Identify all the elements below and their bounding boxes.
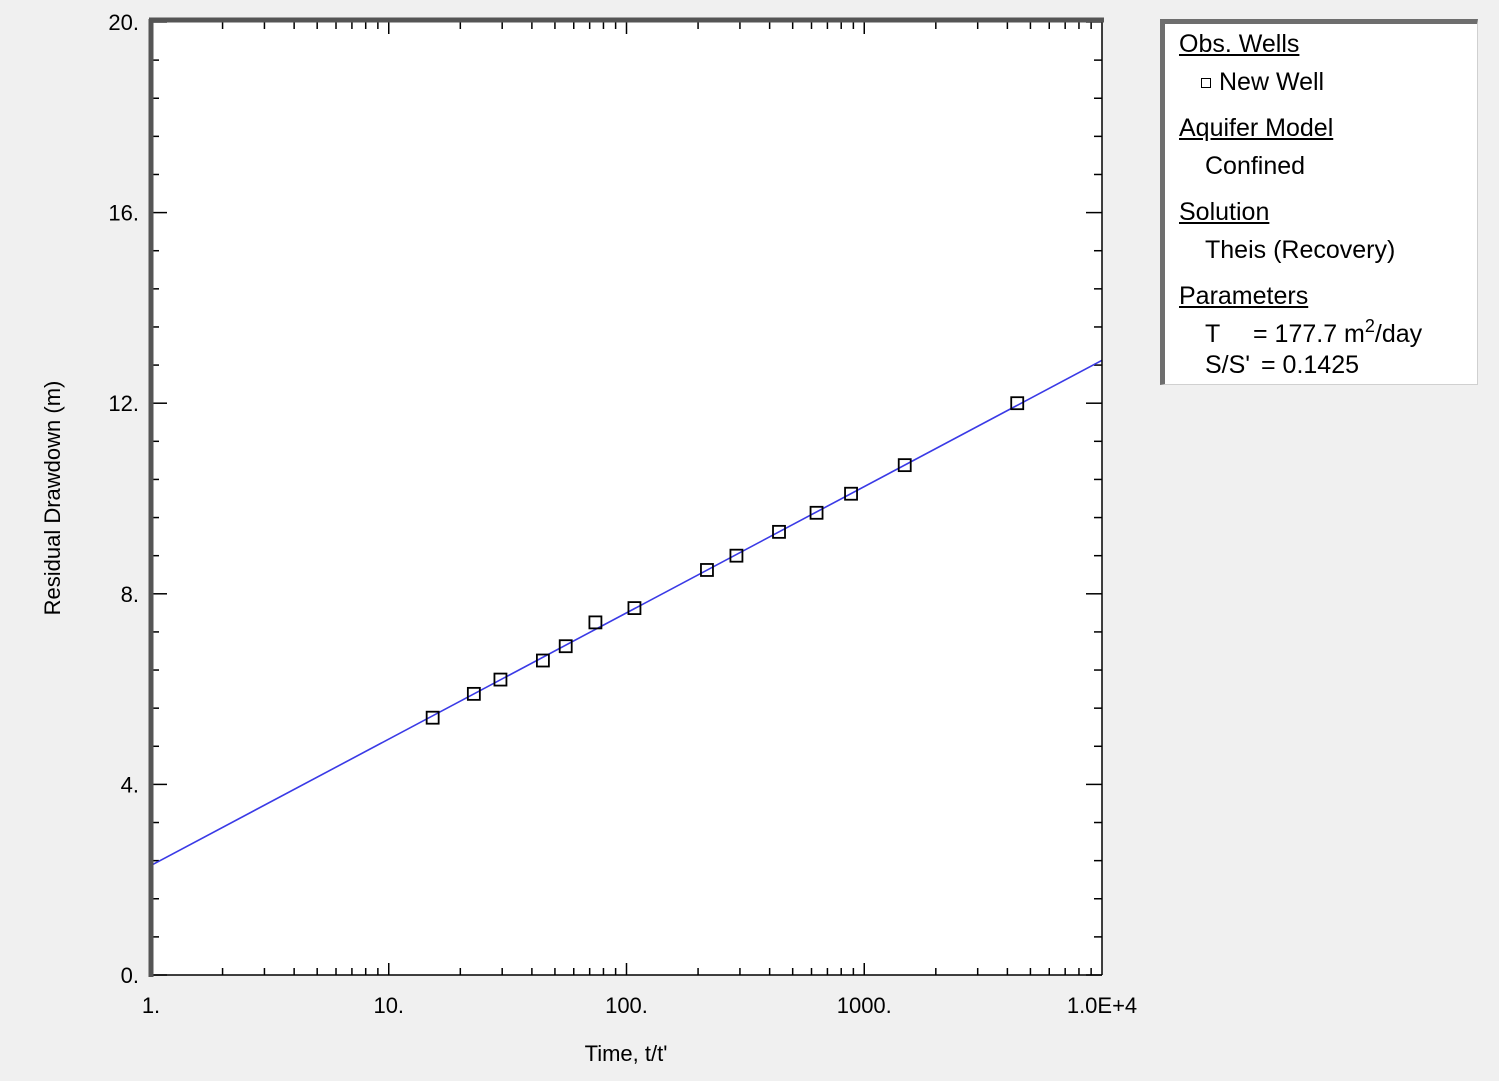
legend-obs-wells-heading: Obs. Wells [1179, 30, 1300, 58]
plot-area [150, 22, 1102, 975]
y-axis-title: Residual Drawdown (m) [40, 381, 65, 616]
x-tick-label: 10. [373, 993, 404, 1018]
data-point [1010, 396, 1025, 411]
legend-solution-value: Theis (Recovery) [1205, 236, 1396, 264]
data-point [588, 615, 603, 630]
data-point [466, 686, 481, 701]
x-tick-label: 1.0E+4 [1067, 993, 1137, 1018]
data-point [897, 458, 912, 473]
y-tick-label: 0. [121, 963, 139, 988]
data-point [627, 601, 642, 615]
data-point [558, 639, 573, 654]
x-axis-title: Time, t/t' [585, 1041, 668, 1066]
param-t-value: = 177.7 m2/day [1253, 317, 1423, 349]
y-tick-label: 16. [108, 201, 139, 226]
param-t-symbol: T [1205, 320, 1221, 348]
x-tick-label: 1. [142, 993, 160, 1018]
data-point [809, 505, 824, 520]
param-t-number: = 177.7 m [1253, 320, 1365, 348]
x-tick-label: 100. [605, 993, 648, 1018]
param-s-symbol: S/S' [1205, 351, 1251, 379]
data-point [844, 486, 858, 501]
data-point [493, 672, 508, 687]
x-tick-label: 1000. [837, 993, 892, 1018]
y-tick-label: 8. [121, 582, 139, 607]
legend-item-new-well: New Well [1201, 68, 1324, 97]
data-point [425, 710, 440, 725]
data-point [772, 524, 786, 539]
data-point [700, 563, 714, 577]
y-tick-label: 20. [108, 10, 139, 35]
legend-parameters-heading: Parameters [1179, 282, 1309, 310]
fit-line [150, 359, 1103, 867]
legend-aquifer-heading: Aquifer Model [1179, 114, 1334, 142]
legend: Obs. Wells New Well Aquifer Model Confin… [1160, 19, 1478, 385]
legend-solution-heading: Solution [1179, 198, 1270, 226]
legend-well-name: New Well [1219, 68, 1325, 96]
param-s-value: = 0.1425 [1261, 351, 1360, 379]
legend-aquifer-value: Confined [1205, 152, 1306, 180]
data-point [729, 548, 744, 563]
square-marker-icon [1201, 78, 1211, 88]
y-tick-label: 4. [121, 772, 139, 797]
param-t-unit: /day [1374, 320, 1423, 348]
data-point [535, 653, 550, 668]
y-tick-label: 12. [108, 391, 139, 416]
param-t-exponent: 2 [1364, 316, 1375, 336]
